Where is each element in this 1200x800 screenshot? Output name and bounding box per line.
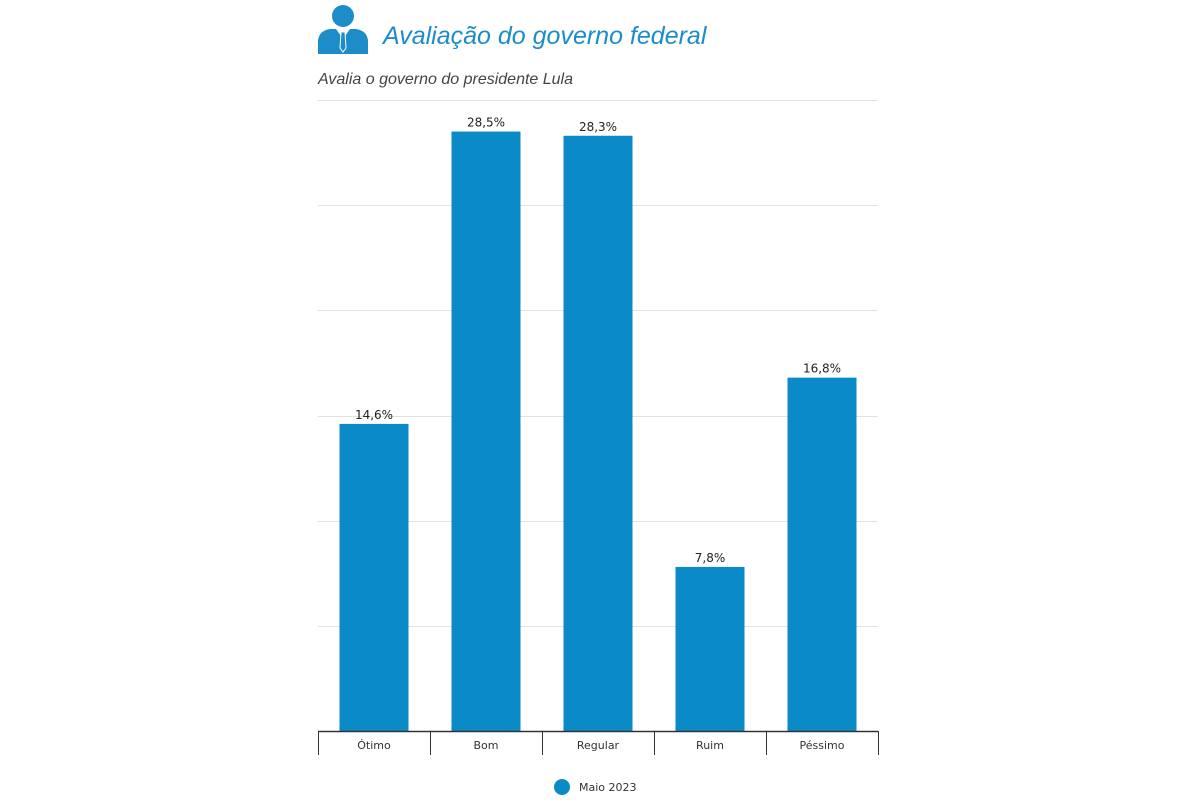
bar[interactable] [451, 131, 521, 732]
bar[interactable] [787, 377, 857, 731]
data-label: 28,3% [579, 120, 617, 134]
bar[interactable] [675, 566, 745, 731]
data-label: 16,8% [803, 362, 841, 376]
x-tick-label: Regular [577, 739, 620, 752]
data-label: 28,5% [467, 116, 505, 130]
x-tick-label: Bom [474, 739, 499, 752]
legend-swatch [554, 779, 570, 795]
x-tick-label: Péssimo [800, 739, 845, 752]
data-label: 14,6% [355, 408, 393, 422]
bar[interactable] [563, 135, 633, 732]
chart-subtitle: Avalia o governo do presidente Lula [318, 71, 573, 88]
x-tick-label: Ótimo [357, 739, 391, 752]
chart-header: Avaliação do governo federal [316, 2, 916, 54]
legend[interactable]: Maio 2023 [554, 778, 637, 796]
bar[interactable] [339, 423, 409, 731]
data-label: 7,8% [695, 551, 726, 565]
x-tick-label: Ruim [696, 739, 724, 752]
chart-title: Avaliação do governo federal [383, 22, 707, 50]
person-suit-icon [318, 5, 368, 54]
legend-label: Maio 2023 [579, 780, 637, 794]
